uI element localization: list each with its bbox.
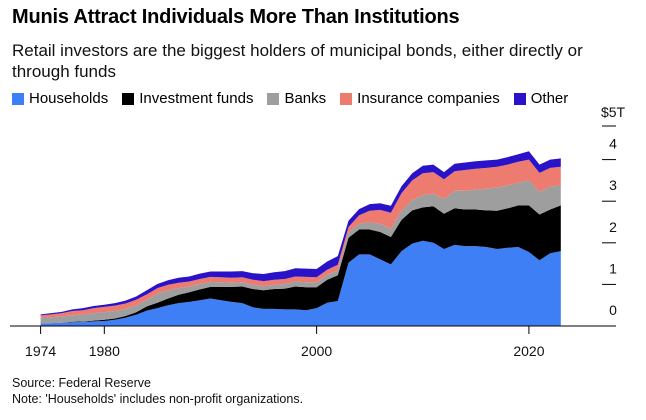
legend-item-insurance-companies: Insurance companies [340,90,500,107]
chart-subtitle: Retail investors are the biggest holders… [12,41,583,81]
legend-label: Banks [284,90,327,107]
legend-swatch [267,92,280,105]
area-households [40,240,561,326]
legend-label: Other [530,90,569,107]
area-banks [40,180,561,324]
y-tick-label: 3 [609,177,617,193]
x-tick-label: 1980 [89,343,120,359]
legend-item-households: Households [12,90,108,107]
x-tick-label: 2000 [301,343,332,359]
area-investment-funds [40,205,561,324]
area-insurance-companies [40,159,561,318]
y-tick-label: 2 [609,219,617,235]
chart-title: Munis Attract Individuals More Than Inst… [12,6,460,28]
legend-label: Households [29,90,109,107]
legend: Households Investment funds Banks Insurance… [12,90,568,107]
legend-item-banks: Banks [267,90,326,107]
y-top-label: $5T [601,104,626,120]
legend-label: Insurance companies [357,90,500,107]
y-tick-label: 1 [609,260,617,276]
legend-swatch [12,92,24,105]
y-tick-label: 4 [609,136,617,152]
legend-swatch [513,92,526,105]
legend-swatch [340,92,353,105]
legend-label: Investment funds [139,90,254,107]
x-tick-label: 1974 [25,343,56,359]
source-note: Source: Federal Reserve [12,376,151,390]
legend-item-other: Other [513,90,569,107]
x-tick-label: 2020 [513,343,544,359]
legend-swatch [122,92,135,105]
footnote: Note: 'Households' includes non-profit o… [12,392,304,406]
y-tick-label: 0 [609,302,617,318]
legend-item-investment-funds: Investment funds [122,90,253,107]
